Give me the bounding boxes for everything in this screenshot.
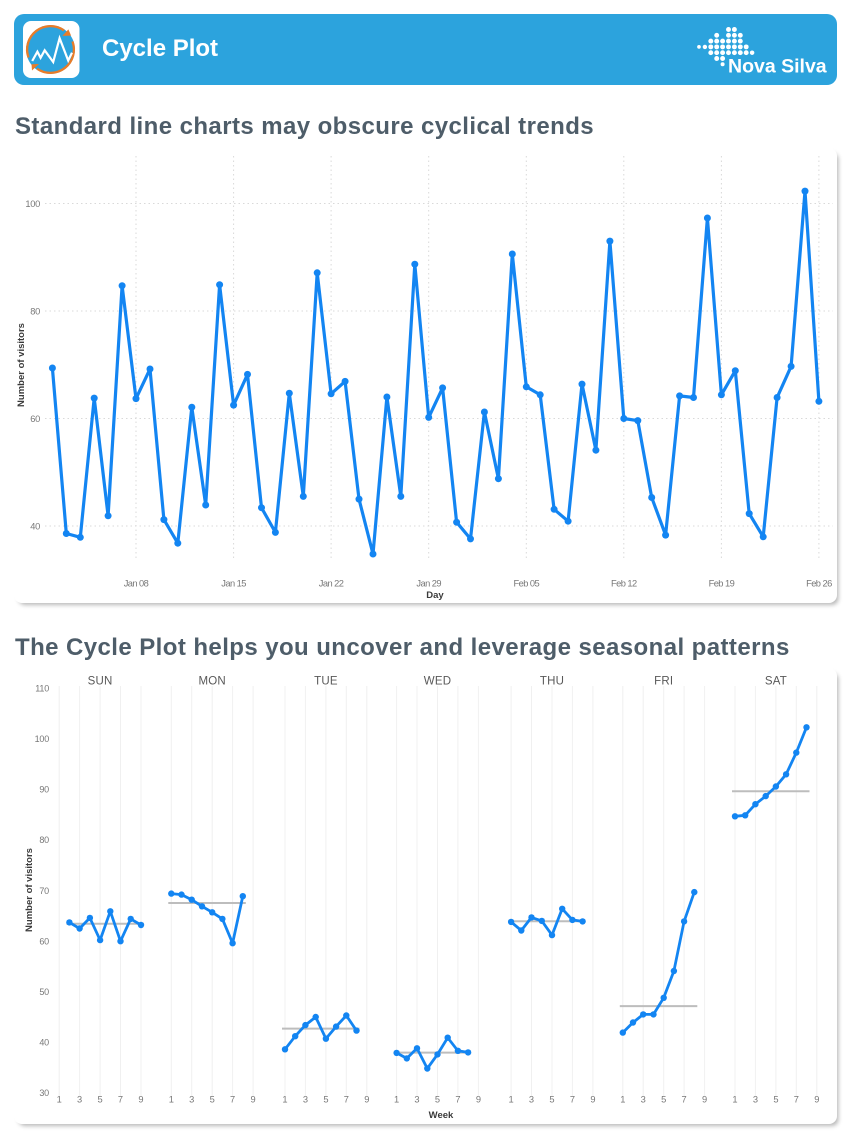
svg-text:SAT: SAT	[765, 676, 787, 688]
svg-text:Number of visitors: Number of visitors	[24, 848, 35, 932]
svg-text:50: 50	[39, 987, 49, 997]
svg-text:MON: MON	[198, 676, 225, 688]
svg-text:Day: Day	[426, 590, 444, 601]
svg-text:SUN: SUN	[88, 676, 113, 688]
svg-text:Feb 12: Feb 12	[611, 579, 637, 589]
svg-text:7: 7	[118, 1095, 123, 1105]
svg-text:5: 5	[323, 1095, 328, 1105]
svg-text:9: 9	[364, 1095, 369, 1105]
svg-text:60: 60	[30, 414, 40, 424]
svg-text:1: 1	[57, 1095, 62, 1105]
svg-text:Jan 29: Jan 29	[416, 579, 441, 589]
svg-text:5: 5	[549, 1095, 554, 1105]
svg-text:100: 100	[25, 199, 40, 209]
svg-text:THU: THU	[540, 676, 564, 688]
svg-text:3: 3	[641, 1095, 646, 1105]
svg-text:1: 1	[509, 1095, 514, 1105]
svg-text:5: 5	[773, 1095, 778, 1105]
svg-text:9: 9	[251, 1095, 256, 1105]
svg-text:9: 9	[476, 1095, 481, 1105]
svg-text:7: 7	[230, 1095, 235, 1105]
svg-text:7: 7	[455, 1095, 460, 1105]
svg-text:7: 7	[682, 1095, 687, 1105]
svg-text:3: 3	[529, 1095, 534, 1105]
svg-text:1: 1	[620, 1095, 625, 1105]
svg-text:40: 40	[30, 521, 40, 531]
svg-text:7: 7	[794, 1095, 799, 1105]
svg-text:WED: WED	[424, 676, 451, 688]
svg-text:7: 7	[570, 1095, 575, 1105]
svg-text:Jan 15: Jan 15	[221, 579, 246, 589]
svg-text:3: 3	[753, 1095, 758, 1105]
svg-text:9: 9	[138, 1095, 143, 1105]
svg-text:100: 100	[35, 734, 50, 744]
svg-text:70: 70	[39, 886, 49, 896]
svg-text:3: 3	[414, 1095, 419, 1105]
svg-text:5: 5	[98, 1095, 103, 1105]
svg-text:30: 30	[39, 1088, 49, 1098]
svg-text:Number of visitors: Number of visitors	[16, 323, 27, 407]
svg-text:1: 1	[282, 1095, 287, 1105]
svg-text:9: 9	[702, 1095, 707, 1105]
svg-text:5: 5	[210, 1095, 215, 1105]
svg-text:80: 80	[30, 306, 40, 316]
svg-text:3: 3	[77, 1095, 82, 1105]
svg-text:Week: Week	[429, 1110, 454, 1121]
svg-text:60: 60	[39, 936, 49, 946]
svg-text:80: 80	[39, 835, 49, 845]
svg-text:90: 90	[39, 785, 49, 795]
svg-text:9: 9	[590, 1095, 595, 1105]
svg-text:1: 1	[169, 1095, 174, 1105]
svg-text:9: 9	[814, 1095, 819, 1105]
svg-text:Nova Silva: Nova Silva	[728, 56, 827, 78]
svg-text:7: 7	[344, 1095, 349, 1105]
svg-text:Jan 08: Jan 08	[124, 579, 149, 589]
svg-text:5: 5	[435, 1095, 440, 1105]
svg-text:1: 1	[732, 1095, 737, 1105]
svg-text:1: 1	[394, 1095, 399, 1105]
svg-text:Feb 26: Feb 26	[806, 579, 832, 589]
svg-text:Feb 05: Feb 05	[513, 579, 539, 589]
svg-text:5: 5	[661, 1095, 666, 1105]
svg-text:Feb 19: Feb 19	[709, 579, 735, 589]
svg-text:3: 3	[189, 1095, 194, 1105]
svg-text:110: 110	[35, 684, 49, 694]
svg-text:Jan 22: Jan 22	[319, 579, 344, 589]
svg-text:40: 40	[39, 1037, 49, 1047]
svg-text:3: 3	[303, 1095, 308, 1105]
svg-text:TUE: TUE	[314, 676, 338, 688]
svg-text:FRI: FRI	[654, 676, 673, 688]
